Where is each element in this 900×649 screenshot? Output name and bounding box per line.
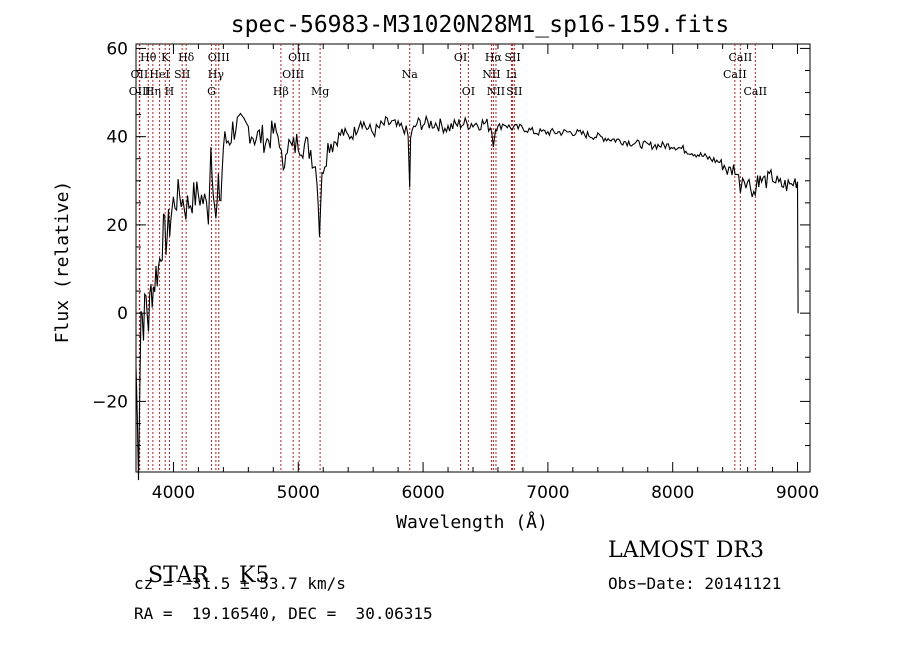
line-label: Na bbox=[402, 68, 419, 81]
line-label: CaII bbox=[729, 51, 753, 64]
line-label: OI bbox=[462, 85, 475, 98]
line-label: Hη bbox=[145, 85, 161, 98]
x-tick-label: 7000 bbox=[526, 483, 569, 503]
line-label: H bbox=[165, 85, 175, 98]
line-label: Mg bbox=[311, 85, 329, 98]
line-labels: Hθ OII OIII K HeI Hη Hδ SII H OIII Hγ G OIII OIII Hβ Mg… bbox=[129, 51, 767, 98]
coordinates: RA = 19.16540, DEC = 30.06315 bbox=[134, 604, 433, 623]
line-label: K bbox=[161, 51, 170, 64]
axis-tick-labels: 4000 5000 6000 7000 8000 9000 −20 0 20 40 60 bbox=[92, 39, 819, 503]
line-label: Li bbox=[506, 68, 517, 81]
y-tick-label: 40 bbox=[106, 128, 128, 148]
line-label: NII bbox=[487, 85, 505, 98]
line-label: SII bbox=[506, 85, 522, 98]
y-tick-label: 20 bbox=[106, 216, 128, 236]
line-label: OIII bbox=[282, 68, 304, 81]
line-label: CaII bbox=[723, 68, 747, 81]
line-label: OII bbox=[131, 68, 149, 81]
line-label: Hβ bbox=[273, 85, 289, 98]
chart-title: spec-56983-M31020N28M1_sp16-159.fits bbox=[231, 12, 730, 38]
y-axis-label: Flux (relative) bbox=[52, 181, 73, 344]
plot-frame bbox=[135, 43, 811, 473]
object-class-label: STAR bbox=[148, 563, 209, 588]
line-label: HeI bbox=[149, 68, 169, 81]
line-label: NII bbox=[482, 68, 500, 81]
line-label: G bbox=[207, 85, 216, 98]
spectrum-line bbox=[135, 112, 799, 481]
line-label: SII bbox=[504, 51, 520, 64]
y-tick-label: 60 bbox=[106, 39, 128, 59]
line-label: OIII bbox=[129, 85, 151, 98]
axis-ticks bbox=[136, 44, 810, 472]
x-tick-label: 8000 bbox=[651, 483, 694, 503]
survey-name: LAMOST DR3 bbox=[608, 538, 764, 563]
y-tick-label: 0 bbox=[117, 304, 128, 324]
x-tick-label: 4000 bbox=[152, 483, 195, 503]
line-label: Hγ bbox=[208, 68, 225, 81]
line-label: Hθ bbox=[140, 51, 157, 64]
line-label: OIII bbox=[208, 51, 230, 64]
object-class: STAR K5 bbox=[134, 538, 269, 588]
line-markers bbox=[138, 44, 756, 472]
redshift-text: cz = −31.5 ± 53.7 km/s bbox=[134, 574, 346, 593]
x-tick-label: 6000 bbox=[401, 483, 444, 503]
line-label: CaII bbox=[743, 85, 767, 98]
y-tick-label: −20 bbox=[92, 392, 128, 412]
x-axis-label: Wavelength (Å) bbox=[396, 511, 548, 533]
line-label: SII bbox=[174, 68, 190, 81]
obs-date: Obs−Date: 20141121 bbox=[608, 574, 782, 593]
line-label: OIII bbox=[288, 51, 310, 64]
x-tick-label: 5000 bbox=[277, 483, 320, 503]
line-label: OI bbox=[454, 51, 467, 64]
object-subclass: K5 bbox=[239, 563, 270, 588]
x-tick-label: 9000 bbox=[776, 483, 819, 503]
line-label: Hα bbox=[485, 51, 503, 64]
line-label: Hδ bbox=[178, 51, 195, 64]
